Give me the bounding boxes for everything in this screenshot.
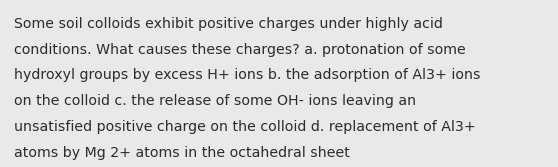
Text: on the colloid c. the release of some OH- ions leaving an: on the colloid c. the release of some OH… bbox=[14, 94, 416, 108]
Text: hydroxyl groups by excess H+ ions b. the adsorption of Al3+ ions: hydroxyl groups by excess H+ ions b. the… bbox=[14, 68, 480, 82]
Text: atoms by Mg 2+ atoms in the octahedral sheet: atoms by Mg 2+ atoms in the octahedral s… bbox=[14, 146, 350, 160]
Text: Some soil colloids exhibit positive charges under highly acid: Some soil colloids exhibit positive char… bbox=[14, 17, 443, 31]
Text: unsatisfied positive charge on the colloid d. replacement of Al3+: unsatisfied positive charge on the collo… bbox=[14, 120, 476, 134]
Text: conditions. What causes these charges? a. protonation of some: conditions. What causes these charges? a… bbox=[14, 43, 466, 57]
